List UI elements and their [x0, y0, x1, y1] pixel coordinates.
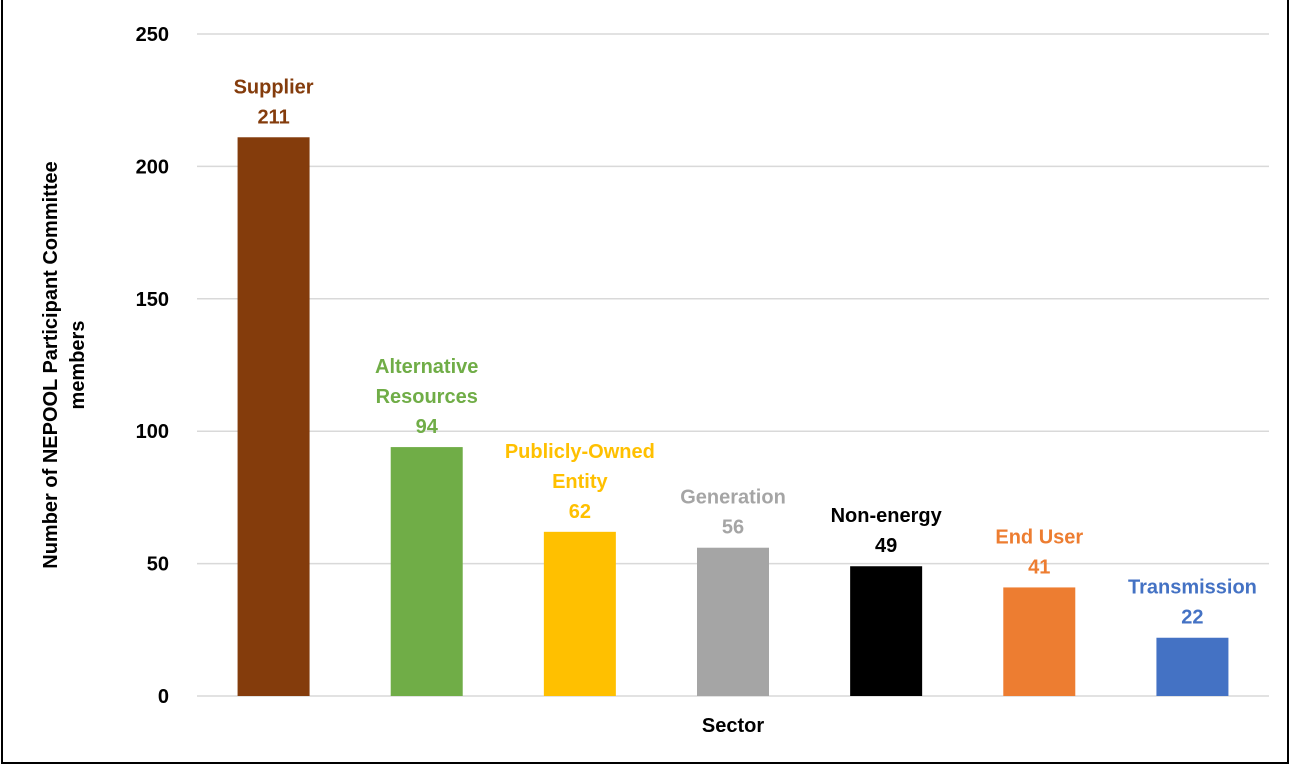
bar-value-label: 56 [722, 517, 744, 539]
y-tick-label: 200 [136, 156, 169, 178]
y-tick-label: 150 [136, 289, 169, 311]
bar-category-label: Publicly-Owned [505, 441, 655, 463]
y-tick-label: 0 [158, 686, 169, 708]
bar-value-label: 49 [875, 535, 897, 557]
bar-category-label: Non-energy [831, 505, 943, 527]
bar-category-label: Entity [552, 471, 608, 493]
bar-category-label: Resources [376, 386, 478, 408]
y-axis-title: Number of NEPOOL Participant Committee me… [40, 161, 89, 568]
bars [237, 137, 1229, 697]
bar-chart: 0 50 100 150 200 250 Supplier 211 Alternative Re… [40, 24, 1269, 737]
bar-publicly-owned-entity [543, 531, 616, 696]
bar-alternative-resources [390, 447, 463, 696]
y-tick-label: 100 [136, 421, 169, 443]
bar-category-label: Supplier [234, 76, 314, 98]
bar-value-label: 62 [569, 501, 591, 523]
y-axis: 0 50 100 150 200 250 [136, 24, 169, 708]
bar-value-label: 94 [416, 416, 439, 438]
bar-transmission [1156, 637, 1229, 696]
gridlines [197, 33, 1269, 697]
x-axis-title: Sector [702, 715, 764, 737]
bar-supplier [237, 137, 310, 697]
y-tick-label: 250 [136, 24, 169, 46]
bar-category-label: Transmission [1128, 577, 1257, 599]
bar-generation [697, 547, 769, 696]
bar-category-label: End User [995, 526, 1083, 548]
bar-value-label: 22 [1181, 607, 1203, 629]
bar-value-label: 211 [257, 106, 289, 128]
bar-category-label: Generation [680, 487, 786, 509]
bar-end-user [1003, 587, 1076, 696]
bar-value-label: 41 [1028, 556, 1050, 578]
y-tick-label: 50 [147, 554, 169, 576]
bar-labels: Supplier 211 Alternative Resources 94 Publicl… [234, 76, 1257, 628]
bar-category-label: Alternative [375, 356, 478, 378]
bar-non-energy [850, 566, 923, 696]
